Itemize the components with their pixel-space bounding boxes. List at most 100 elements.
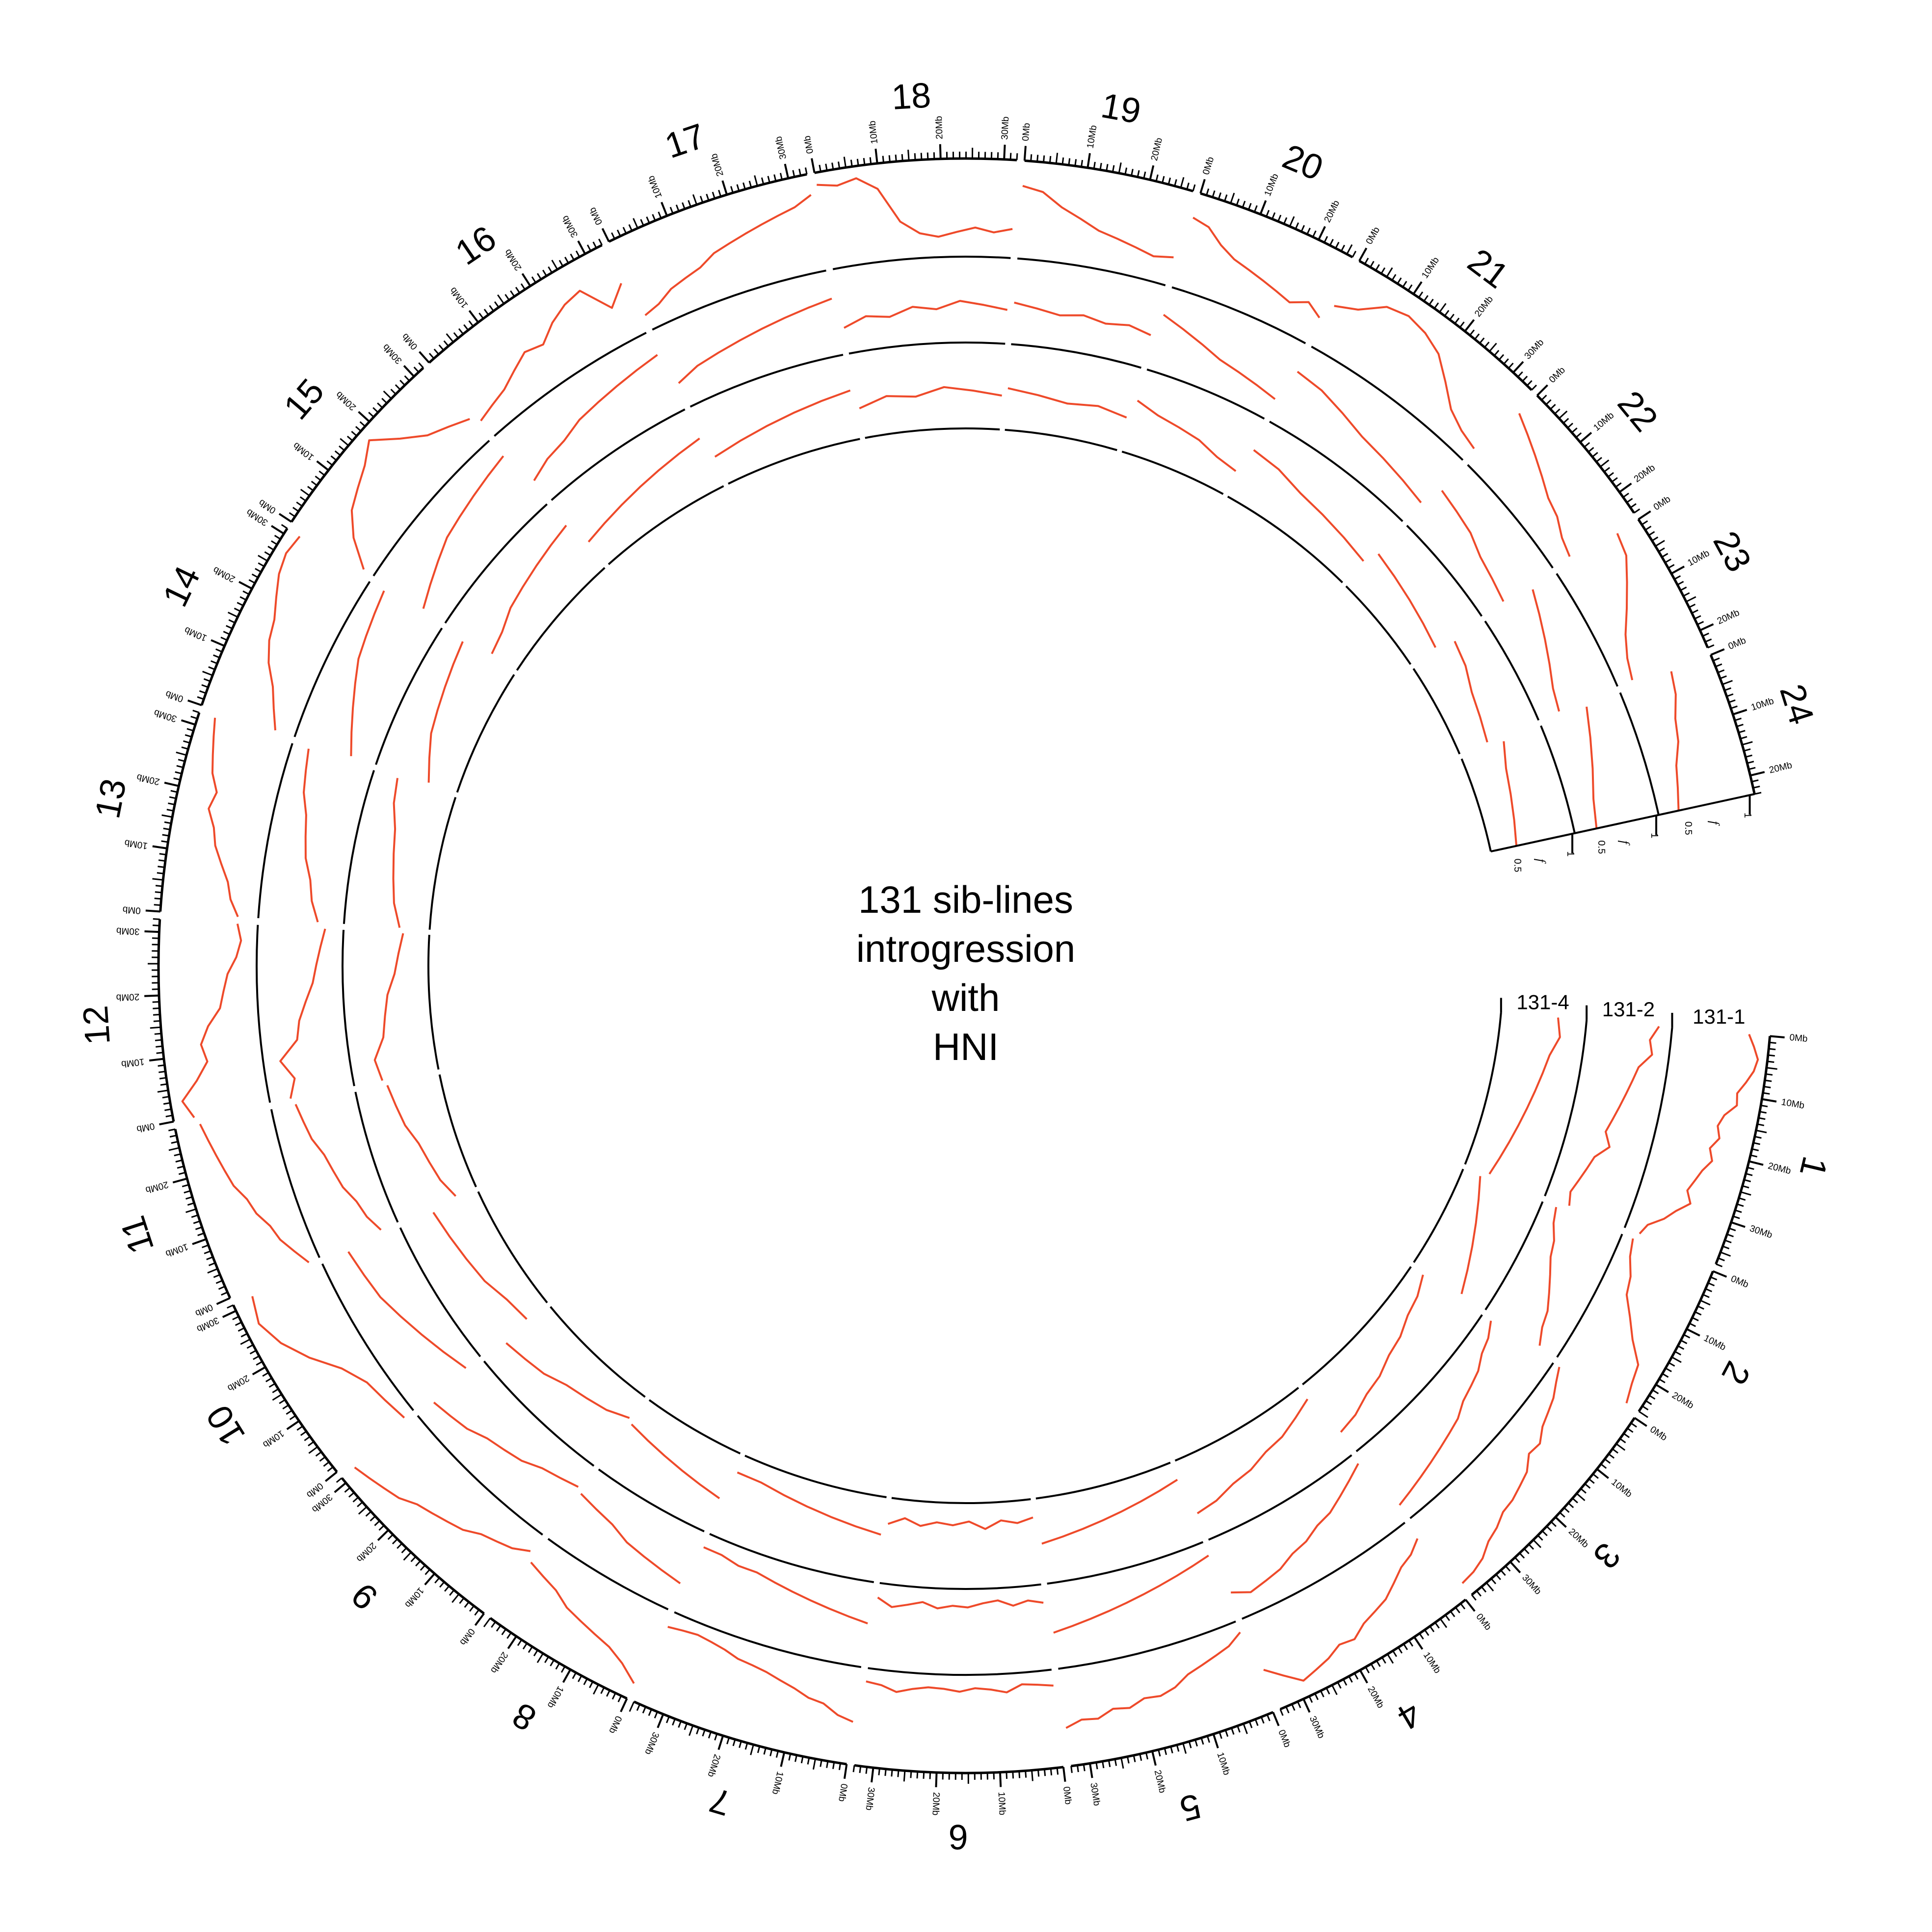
tick-mark <box>1762 1098 1777 1103</box>
tick-mark <box>1661 553 1668 558</box>
tick-mark <box>372 407 379 413</box>
tick-mark <box>1143 171 1146 179</box>
tick-mark <box>1102 1761 1105 1769</box>
tick-mark <box>150 1026 161 1029</box>
chromosome-23: 0Mb 10Mb 20Mb 23 <box>1637 494 1759 649</box>
tick-mark <box>239 596 247 601</box>
tick-mark <box>1312 230 1317 238</box>
tick-mark <box>658 212 662 219</box>
tick-mark <box>1729 1227 1736 1231</box>
chromosome-arc <box>1638 1270 1715 1412</box>
tick-mark <box>468 310 479 323</box>
tick-mark <box>871 1767 874 1783</box>
track-baseline <box>1409 1362 1554 1519</box>
chromosome-arc <box>159 712 201 912</box>
tick-mark <box>158 866 165 868</box>
tick-mark <box>242 590 250 595</box>
tick-mark <box>1337 1682 1342 1689</box>
tick-mark <box>1106 164 1109 171</box>
tick-mark <box>1340 244 1346 252</box>
tick-mark <box>675 204 680 212</box>
tick-label: 20Mb <box>705 1753 722 1778</box>
tick-mark <box>706 193 710 201</box>
tick-mark <box>1533 1539 1542 1548</box>
tick-mark <box>507 1636 517 1649</box>
tick-mark <box>318 470 325 476</box>
tick-mark <box>1429 1625 1435 1633</box>
tick-mark <box>1731 1221 1746 1228</box>
chromosome-arc <box>341 1477 485 1615</box>
tick-mark <box>201 684 209 688</box>
tick-mark <box>158 859 166 862</box>
tick-mark <box>489 305 494 312</box>
tick-mark <box>1674 1350 1682 1356</box>
tick-mark <box>1162 176 1165 183</box>
track-baseline <box>689 353 844 408</box>
tick-mark <box>255 568 262 573</box>
tick-mark <box>1009 153 1012 160</box>
tick-label: 10Mb <box>1263 172 1281 198</box>
tick-mark <box>628 224 633 231</box>
tick-mark <box>1055 153 1059 164</box>
track-baseline <box>343 770 375 924</box>
track-131-1-chr-2 <box>1556 1234 1640 1403</box>
tick-mark <box>443 340 449 347</box>
introgression-line <box>433 1402 579 1488</box>
track-baseline <box>832 256 1011 270</box>
track-131-1-chr-9 <box>354 1415 543 1552</box>
tick-mark <box>521 273 531 287</box>
tick-mark <box>1308 1696 1313 1703</box>
tick-label: 30Mb <box>864 1787 876 1811</box>
introgression-line <box>877 1596 1044 1610</box>
tick-mark <box>730 186 734 193</box>
tick-mark <box>1753 1142 1760 1145</box>
tick-mark <box>1469 329 1475 336</box>
track-131-4-chr-24 <box>1460 741 1518 852</box>
tick-mark <box>1747 1166 1754 1170</box>
tick-mark <box>315 476 321 481</box>
tick-mark <box>682 202 686 210</box>
track-baseline <box>709 1533 874 1584</box>
introgression-line <box>859 386 1002 410</box>
tick-mark <box>657 1714 664 1728</box>
track-131-4-chr-13 <box>392 778 457 930</box>
track-baseline <box>342 929 355 1086</box>
tick-mark <box>1767 1060 1774 1063</box>
tick-mark <box>169 1135 177 1138</box>
tick-label: 0Mb <box>457 1626 476 1647</box>
tick-mark <box>1120 1757 1124 1769</box>
tick-mark <box>240 1338 251 1345</box>
tick-mark <box>1266 1714 1270 1721</box>
tick-label: 30Mb <box>153 707 178 724</box>
tick-mark <box>1247 203 1252 210</box>
track-baseline <box>1413 1168 1464 1263</box>
tick-mark <box>692 194 698 205</box>
tick-mark <box>334 1482 347 1493</box>
tick-mark <box>296 1426 303 1431</box>
tick-mark <box>1043 1769 1046 1776</box>
tick-mark <box>869 157 872 164</box>
introgression-line <box>1616 533 1634 681</box>
tick-mark <box>1713 657 1720 662</box>
tick-mark <box>1188 1741 1192 1748</box>
tick-mark <box>1283 217 1288 224</box>
tick-label: 20Mb <box>1149 137 1164 162</box>
tick-mark <box>1124 167 1128 175</box>
tracks-layer <box>181 177 1759 1729</box>
chromosome-12: 0Mb 10Mb 20Mb 30Mb 12 <box>76 918 175 1134</box>
chromosome-label-3: 3 <box>1586 1535 1628 1576</box>
tick-label: 10Mb <box>770 1771 785 1796</box>
tick-mark <box>496 1625 502 1632</box>
tick-mark <box>1505 1565 1511 1572</box>
tick-mark <box>726 1737 730 1745</box>
track-131-4-chr-9 <box>505 1306 646 1419</box>
tick-mark <box>1730 705 1738 709</box>
tick-mark <box>204 1250 211 1254</box>
tick-mark <box>1726 693 1734 697</box>
tick-mark <box>1158 1749 1161 1757</box>
tick-mark <box>1180 177 1185 188</box>
tick-mark <box>334 450 341 456</box>
tick-mark <box>1526 380 1533 386</box>
tick-mark <box>449 1589 455 1596</box>
tick-mark <box>1114 1759 1117 1766</box>
